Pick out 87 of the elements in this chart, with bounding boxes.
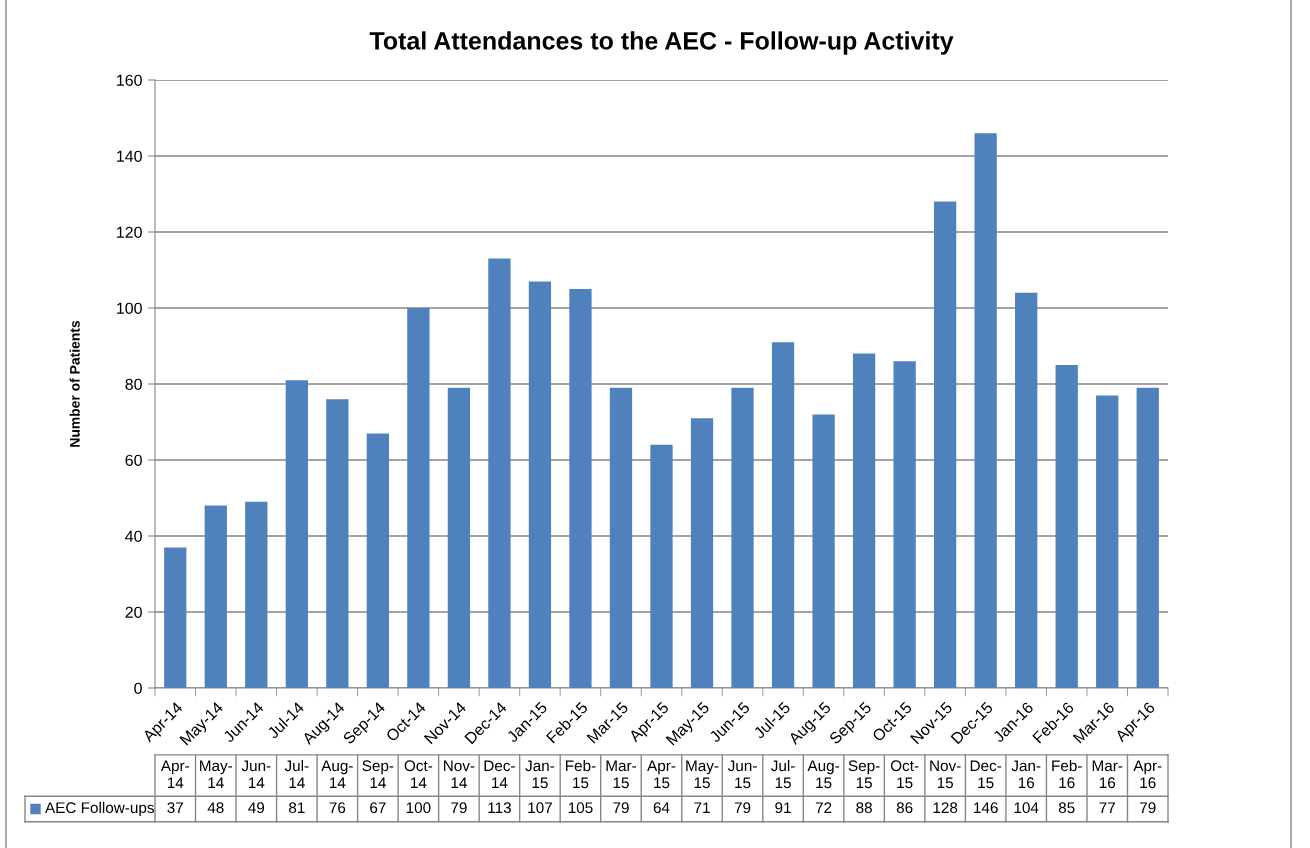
data-label: 79 [734,802,751,814]
data-label: 146 [974,802,998,814]
bar [1055,365,1078,688]
data-label: 91 [775,802,791,814]
data-label: 88 [856,802,872,814]
bar [407,308,430,688]
category-label: Oct-15 [890,760,919,789]
bar [690,418,714,688]
data-label: 105 [568,802,593,814]
data-label: 79 [451,802,467,814]
bar [1136,387,1159,688]
bar [893,361,916,688]
category-label: Feb-16 [1052,759,1082,789]
data-label: 107 [528,802,552,814]
data-label: 64 [653,802,670,814]
category-label: Dec-14 [484,760,515,789]
category-label: Jun-15 [727,760,757,789]
data-label: 86 [896,802,913,814]
bar [245,501,268,688]
category-label: Apr-15 [647,760,676,789]
category-label: Feb-15 [566,759,596,789]
bar [326,399,349,688]
bar [974,133,997,688]
y-tick-label: 160 [117,74,142,86]
data-label: 67 [370,802,386,814]
category-label: Nov-15 [930,760,961,789]
bar [731,387,754,688]
data-label: 77 [1099,802,1115,813]
category-label: Dec-15 [970,760,1002,789]
category-label: Jun-14 [241,760,271,789]
bar [812,414,835,688]
chart-title: Total Attendances to the AEC - Follow-up Activity [369,31,954,55]
category-label: Jul-15 [770,759,795,789]
category-label: Mar-15 [606,760,636,789]
category-label: May-14 [200,760,233,789]
data-label: 85 [1058,802,1075,814]
bar [1015,292,1038,688]
category-label: Mar-16 [1092,760,1123,789]
category-label: Jul-14 [284,759,309,789]
category-label: Oct-14 [404,760,433,789]
bar [771,342,795,688]
bar [1096,395,1119,688]
y-tick-label: 40 [125,530,142,542]
category-label: Aug-15 [807,760,840,789]
y-axis-title: Number of Patients [69,320,80,447]
category-label: Sep-15 [848,760,880,789]
y-tick-label: 140 [117,150,142,162]
bar [488,258,511,688]
data-label: 81 [288,802,305,814]
data-label: 104 [1014,802,1039,814]
data-label: 79 [613,802,629,814]
data-label: 76 [329,802,346,814]
bar [650,444,673,688]
bar [204,505,227,688]
data-label: 100 [406,802,431,814]
category-label: Jan-15 [525,760,555,789]
bar [934,201,957,688]
category-label: Apr-16 [1133,760,1162,789]
category-label: May-15 [686,760,719,789]
bar [609,387,633,688]
bar [528,281,552,688]
category-label: Apr-14 [160,760,190,789]
y-tick-label: 100 [117,302,142,314]
data-label: 113 [488,802,511,814]
bar [447,387,471,688]
data-label: 72 [815,802,832,813]
bar [366,433,389,688]
y-tick-label: 60 [125,454,142,466]
bar [164,547,187,688]
category-label: Sep-14 [362,760,394,789]
bar [285,380,308,688]
bar [852,353,876,688]
data-label: 49 [248,802,265,814]
y-tick-label: 0 [134,682,142,694]
category-label: Aug-14 [321,760,353,789]
y-tick-label: 80 [125,378,142,390]
data-label: 128 [933,802,958,814]
data-label: 37 [167,802,183,814]
bar [569,289,592,688]
y-tick-label: 120 [117,226,142,238]
legend-label: AEC Follow-ups [45,801,154,817]
data-label: 48 [207,802,224,814]
category-label: Jan-16 [1011,760,1041,789]
y-tick-label: 20 [125,606,142,618]
category-label: Nov-14 [444,760,475,789]
data-label: 79 [1140,802,1156,814]
data-label: 71 [694,802,710,813]
